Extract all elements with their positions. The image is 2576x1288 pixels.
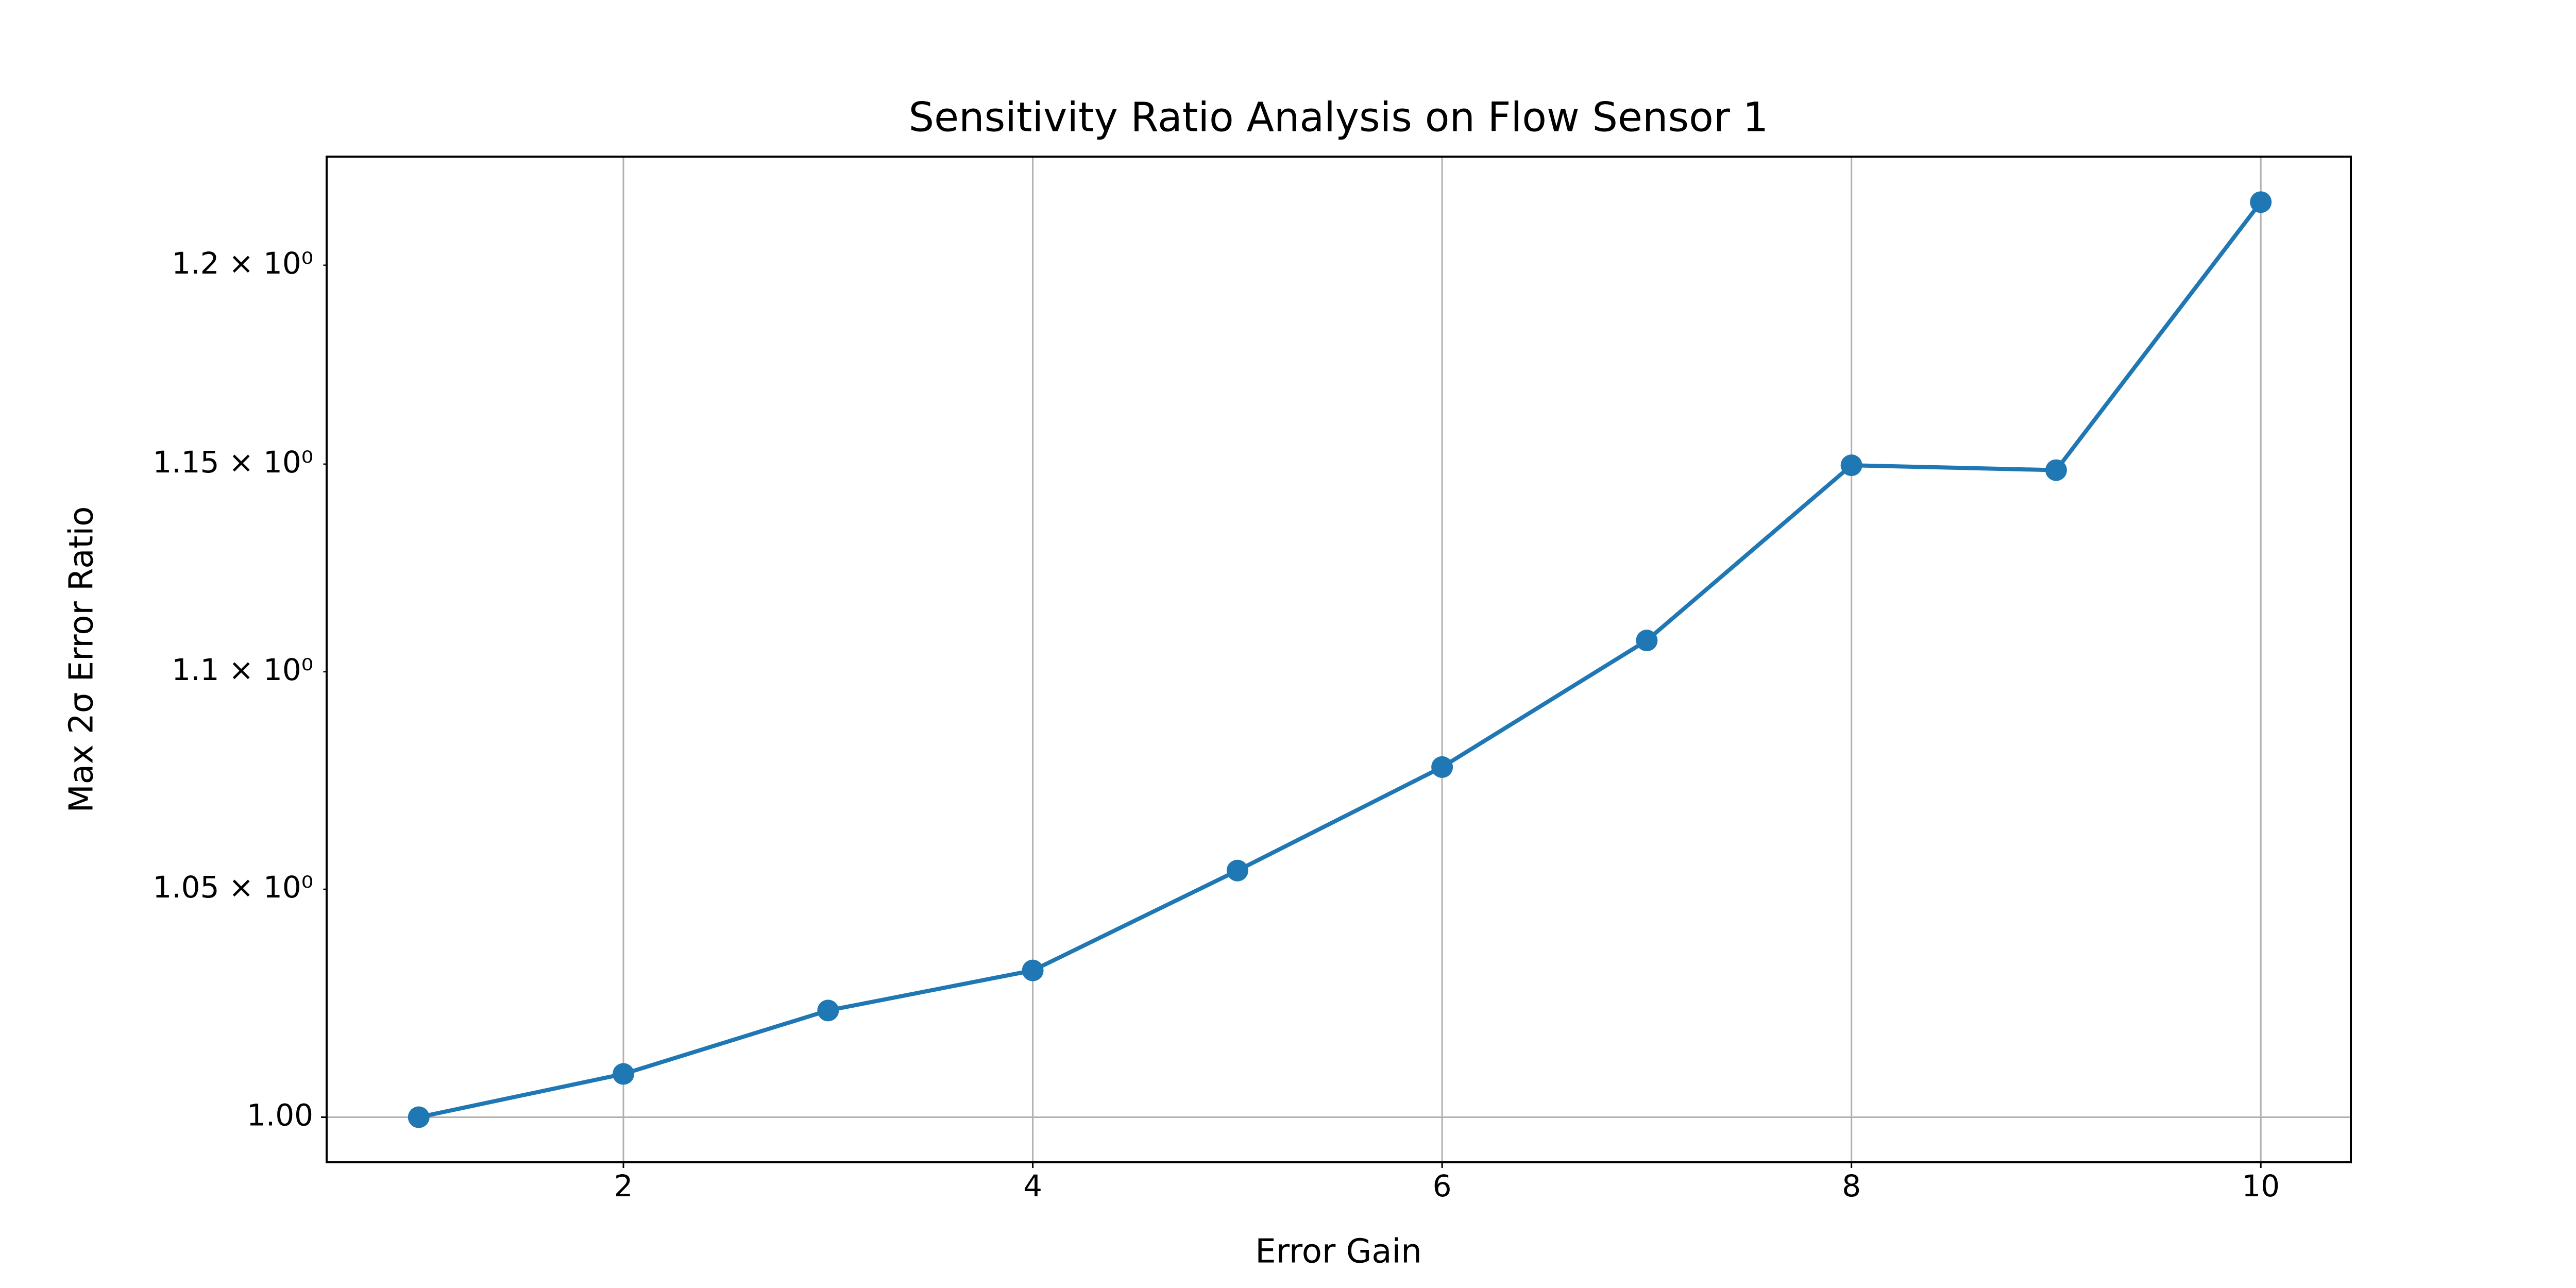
x-axis-label: Error Gain [1255, 1233, 1422, 1271]
data-point [1636, 630, 1658, 652]
data-point [1022, 959, 1044, 981]
y-axis-label: Max 2σ Error Ratio [63, 506, 101, 813]
y-tick-label: 1.1 × 10⁰ [172, 652, 313, 687]
data-point [1226, 859, 1248, 882]
y-tick-label: 1.00 [247, 1098, 313, 1133]
data-point [2250, 191, 2272, 213]
x-tick-label: 2 [614, 1168, 633, 1204]
x-tick-label: 10 [2242, 1168, 2280, 1204]
data-line [418, 200, 2263, 1120]
x-tick-label: 8 [1842, 1168, 1861, 1204]
data-point [613, 1063, 635, 1085]
y-tick-label: 1.05 × 10⁰ [152, 870, 313, 905]
x-tick-label: 6 [1433, 1168, 1452, 1204]
data-point [1840, 454, 1862, 477]
x-tick-label: 4 [1023, 1168, 1042, 1204]
chart-title: Sensitivity Ratio Analysis on Flow Senso… [909, 94, 1769, 141]
data-point [2045, 459, 2067, 481]
y-tick-label: 1.2 × 10⁰ [172, 246, 313, 281]
grid [327, 157, 2351, 1162]
y-tick-label: 1.15 × 10⁰ [152, 445, 313, 480]
data-point [1431, 756, 1453, 778]
plot-frame [326, 156, 2352, 1163]
data-point [408, 1106, 430, 1128]
data-point [817, 999, 839, 1022]
